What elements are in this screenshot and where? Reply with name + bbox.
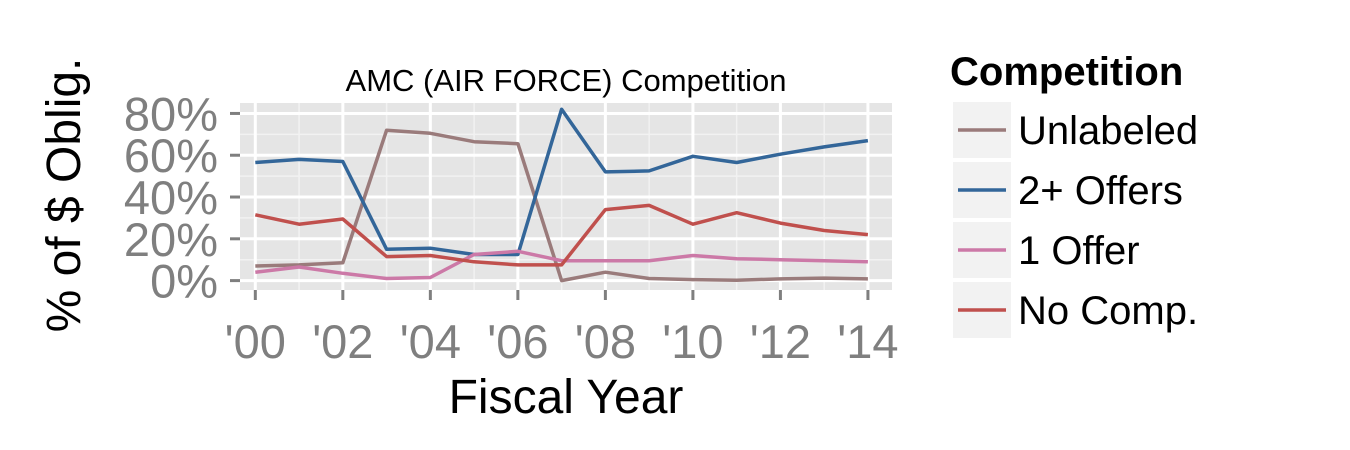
y-tick-label: 60%: [124, 129, 218, 182]
x-tick-label: '02: [312, 315, 373, 368]
legend-label-unlabeled: Unlabeled: [1018, 109, 1198, 153]
legend-label-1-offer: 1 Offer: [1018, 229, 1140, 273]
x-tick-label: '00: [225, 315, 286, 368]
series-line-unlabeled: [255, 128, 868, 283]
x-axis-title: Fiscal Year: [449, 371, 684, 424]
axes: 0%20%40%60%80% '00 '02 '04 '06 '08 '10 '12 '14: [124, 87, 899, 368]
x-tick-label: '14: [837, 315, 898, 368]
series-line-no-comp: [254, 203, 869, 267]
y-tick-label: 20%: [124, 213, 218, 266]
x-tick-label: '04: [400, 315, 461, 368]
x-tick-label: '08: [575, 315, 636, 368]
legend-label-2-offers: 2+ Offers: [1018, 169, 1183, 213]
y-tick-label: 0%: [150, 255, 218, 308]
legend-label-no-comp: No Comp.: [1018, 289, 1198, 333]
x-tick-label: '10: [662, 315, 723, 368]
legend: Competition Unlabeled 2+ Offers 1 Offer No …: [950, 50, 1198, 340]
series-line-1-offer: [255, 249, 868, 281]
y-tick-label: 40%: [124, 171, 218, 224]
x-tick-label: '12: [750, 315, 811, 368]
y-tick-label: 80%: [124, 87, 218, 140]
x-tick-label: '06: [487, 315, 548, 368]
series-lines: [254, 107, 869, 283]
chart-title: AMC (AIR FORCE) Competition: [346, 63, 787, 98]
legend-title: Competition: [950, 50, 1183, 94]
y-axis-title: % of $ Oblig.: [38, 58, 91, 333]
series-line-2-offers: [255, 107, 869, 257]
